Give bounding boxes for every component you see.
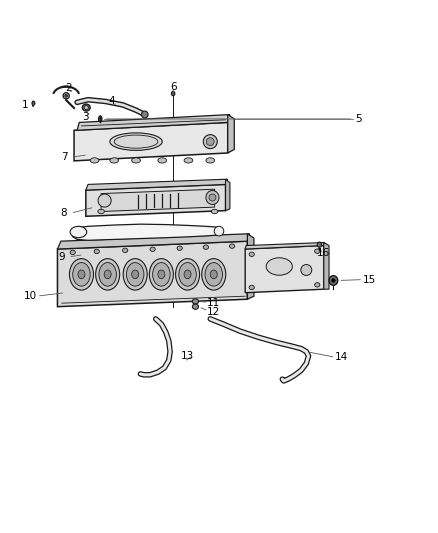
Text: 4: 4 bbox=[109, 96, 115, 107]
Ellipse shape bbox=[82, 104, 90, 111]
Ellipse shape bbox=[249, 285, 254, 289]
Ellipse shape bbox=[214, 227, 224, 236]
Ellipse shape bbox=[317, 242, 321, 247]
Ellipse shape bbox=[127, 263, 144, 286]
Ellipse shape bbox=[149, 259, 173, 290]
Text: 1: 1 bbox=[21, 100, 28, 110]
Polygon shape bbox=[73, 224, 219, 240]
Ellipse shape bbox=[98, 209, 104, 214]
Text: 8: 8 bbox=[61, 208, 67, 218]
Ellipse shape bbox=[206, 190, 219, 205]
Polygon shape bbox=[86, 179, 228, 190]
Ellipse shape bbox=[331, 278, 336, 282]
Ellipse shape bbox=[110, 158, 119, 163]
Ellipse shape bbox=[141, 111, 148, 118]
Ellipse shape bbox=[73, 263, 90, 286]
Ellipse shape bbox=[203, 135, 217, 149]
Text: 14: 14 bbox=[335, 352, 348, 362]
Text: 15: 15 bbox=[363, 274, 376, 285]
Ellipse shape bbox=[123, 248, 128, 253]
Ellipse shape bbox=[249, 252, 254, 256]
Ellipse shape bbox=[152, 263, 170, 286]
Text: 6: 6 bbox=[170, 83, 177, 93]
Polygon shape bbox=[228, 115, 234, 153]
Text: 10: 10 bbox=[24, 291, 37, 301]
Ellipse shape bbox=[150, 247, 155, 252]
Ellipse shape bbox=[70, 250, 75, 255]
Ellipse shape bbox=[32, 101, 35, 106]
Polygon shape bbox=[247, 234, 254, 299]
Ellipse shape bbox=[206, 138, 214, 146]
Ellipse shape bbox=[184, 270, 191, 279]
Ellipse shape bbox=[123, 259, 147, 290]
Ellipse shape bbox=[70, 227, 87, 238]
Ellipse shape bbox=[132, 270, 139, 279]
Ellipse shape bbox=[301, 264, 312, 276]
Ellipse shape bbox=[212, 209, 218, 214]
Ellipse shape bbox=[184, 158, 193, 163]
Polygon shape bbox=[245, 243, 325, 249]
Polygon shape bbox=[57, 241, 247, 306]
Polygon shape bbox=[245, 246, 324, 293]
Ellipse shape bbox=[206, 158, 215, 163]
Polygon shape bbox=[57, 234, 250, 249]
Ellipse shape bbox=[65, 94, 68, 98]
Ellipse shape bbox=[99, 263, 117, 286]
Ellipse shape bbox=[230, 244, 235, 248]
Ellipse shape bbox=[314, 249, 320, 253]
Ellipse shape bbox=[104, 270, 111, 279]
Ellipse shape bbox=[98, 194, 111, 207]
Ellipse shape bbox=[202, 259, 226, 290]
Text: 16: 16 bbox=[317, 248, 330, 259]
Ellipse shape bbox=[209, 194, 216, 201]
Ellipse shape bbox=[329, 276, 338, 285]
Ellipse shape bbox=[314, 282, 320, 287]
Polygon shape bbox=[101, 189, 215, 212]
Ellipse shape bbox=[78, 270, 85, 279]
Ellipse shape bbox=[158, 270, 165, 279]
Ellipse shape bbox=[95, 259, 120, 290]
Text: 2: 2 bbox=[65, 83, 72, 93]
Text: 12: 12 bbox=[207, 307, 220, 317]
Text: 13: 13 bbox=[181, 351, 194, 360]
Ellipse shape bbox=[210, 270, 217, 279]
Ellipse shape bbox=[171, 92, 175, 96]
Ellipse shape bbox=[192, 304, 198, 309]
Ellipse shape bbox=[63, 93, 69, 99]
Text: 9: 9 bbox=[59, 252, 65, 262]
Ellipse shape bbox=[203, 245, 208, 249]
Ellipse shape bbox=[266, 258, 292, 275]
Ellipse shape bbox=[177, 246, 182, 251]
Polygon shape bbox=[226, 179, 230, 211]
Ellipse shape bbox=[99, 116, 102, 122]
Ellipse shape bbox=[192, 299, 198, 304]
Ellipse shape bbox=[176, 259, 200, 290]
Polygon shape bbox=[74, 123, 228, 161]
Ellipse shape bbox=[94, 249, 99, 254]
Text: 11: 11 bbox=[207, 298, 220, 308]
Text: 5: 5 bbox=[355, 114, 362, 124]
Polygon shape bbox=[86, 184, 226, 216]
Polygon shape bbox=[77, 115, 230, 130]
Ellipse shape bbox=[158, 158, 166, 163]
Text: 3: 3 bbox=[82, 112, 89, 122]
Ellipse shape bbox=[132, 158, 141, 163]
Ellipse shape bbox=[90, 158, 99, 163]
Polygon shape bbox=[324, 243, 329, 289]
Text: 7: 7 bbox=[61, 152, 67, 163]
Ellipse shape bbox=[84, 106, 88, 110]
Ellipse shape bbox=[70, 259, 93, 290]
Ellipse shape bbox=[110, 133, 162, 150]
Ellipse shape bbox=[205, 263, 223, 286]
Ellipse shape bbox=[179, 263, 196, 286]
